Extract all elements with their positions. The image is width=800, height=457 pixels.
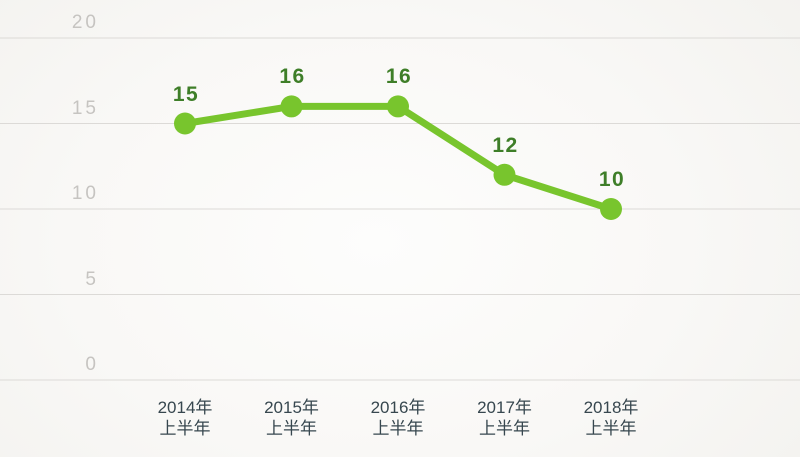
data-point-label: 16 [385, 65, 413, 89]
x-axis-category-label: 2018年上半年 [584, 397, 639, 439]
x-axis-category-year: 2017年 [477, 398, 532, 417]
y-axis-tick-label: 10 [71, 183, 99, 204]
x-axis-category-year: 2016年 [370, 398, 426, 417]
x-axis-category-year: 2015年 [264, 398, 319, 417]
data-point-label: 15 [172, 82, 200, 106]
x-axis-category-halfyear: 上半年 [159, 419, 211, 438]
data-point-marker [387, 95, 409, 118]
data-point-label: 12 [492, 133, 519, 157]
x-axis-category-halfyear: 上半年 [585, 419, 637, 438]
x-axis-category-year: 2018年 [583, 398, 639, 417]
data-point-label: 10 [598, 168, 626, 191]
x-axis-category-label: 2016年上半年 [371, 397, 426, 439]
series-line [181, 102, 615, 213]
y-axis-tick-label: 15 [71, 97, 99, 119]
y-axis-tick-label: 0 [85, 354, 99, 375]
x-axis-category-label: 2014年上半年 [158, 397, 213, 439]
x-axis-category-label: 2017年上半年 [477, 397, 532, 439]
y-axis-tick-label: 20 [71, 12, 99, 33]
data-point-marker [493, 163, 516, 186]
x-axis-category-halfyear: 上半年 [265, 419, 317, 438]
y-axis-tick-label: 5 [85, 268, 99, 290]
data-point-marker [600, 198, 622, 220]
x-axis-category-halfyear: 上半年 [478, 419, 530, 438]
x-axis-category-halfyear: 上半年 [372, 419, 424, 438]
data-point-marker [174, 112, 196, 135]
data-point-label: 16 [279, 65, 306, 89]
data-point-marker [280, 95, 303, 118]
x-axis-category-label: 2015年上半年 [264, 397, 319, 439]
x-axis-category-year: 2014年 [157, 398, 213, 417]
